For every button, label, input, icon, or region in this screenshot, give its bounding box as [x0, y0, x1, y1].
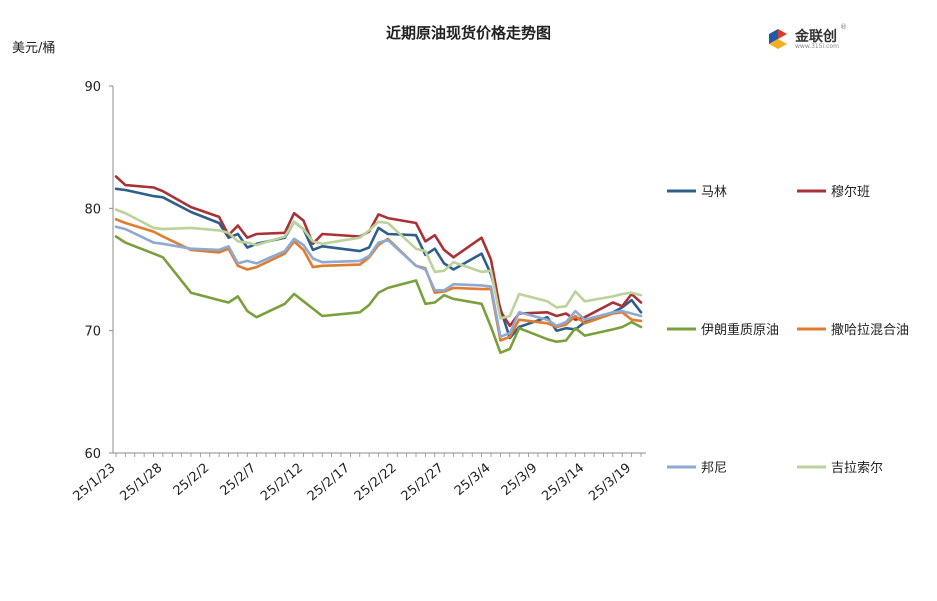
x-tick-label: 25/3/9 — [499, 461, 541, 499]
x-tick-label: 25/2/17 — [305, 461, 353, 505]
y-tick-label: 70 — [84, 325, 101, 340]
x-tick-label: 25/3/19 — [586, 461, 634, 505]
x-tick-label: 25/1/28 — [117, 461, 165, 505]
logo-registered-mark: ® — [840, 23, 847, 31]
x-tick-label: 25/3/14 — [539, 461, 587, 505]
y-tick-label: 60 — [84, 447, 101, 462]
x-tick-label: 25/2/2 — [171, 461, 213, 499]
legend-label-1: 马林 — [701, 185, 727, 200]
legend-label-3: 伊朗重质原油 — [701, 322, 779, 338]
brand-logo: 金联创 ® www.315i.com — [766, 23, 856, 55]
logo-site-text: www.315i.com — [795, 43, 839, 50]
chart-title: 近期原油现货价格走势图 — [385, 24, 551, 42]
series-line-3 — [114, 235, 643, 355]
y-tick-label: 80 — [84, 202, 101, 217]
x-tick-label: 25/2/7 — [218, 461, 260, 499]
y-axis-unit-label: 美元/桶 — [12, 41, 56, 56]
legend-label-2: 穆尔班 — [831, 185, 870, 200]
logo-brand-text: 金联创 — [795, 29, 837, 45]
legend-label-5: 邦尼 — [701, 461, 727, 476]
legend-label-4: 撒哈拉混合油 — [831, 322, 909, 338]
x-tick-label: 25/2/27 — [399, 461, 447, 505]
logo-mark-icon — [769, 29, 787, 49]
x-tick-label: 25/2/12 — [258, 461, 306, 505]
x-tick-label: 25/3/4 — [452, 461, 494, 499]
x-tick-label: 25/1/23 — [71, 461, 119, 505]
legend-label-6: 吉拉索尔 — [831, 461, 883, 476]
y-tick-label: 90 — [84, 80, 101, 95]
series-line-6 — [114, 208, 643, 320]
x-tick-label: 25/2/22 — [352, 461, 400, 505]
series-line-5 — [114, 225, 643, 339]
